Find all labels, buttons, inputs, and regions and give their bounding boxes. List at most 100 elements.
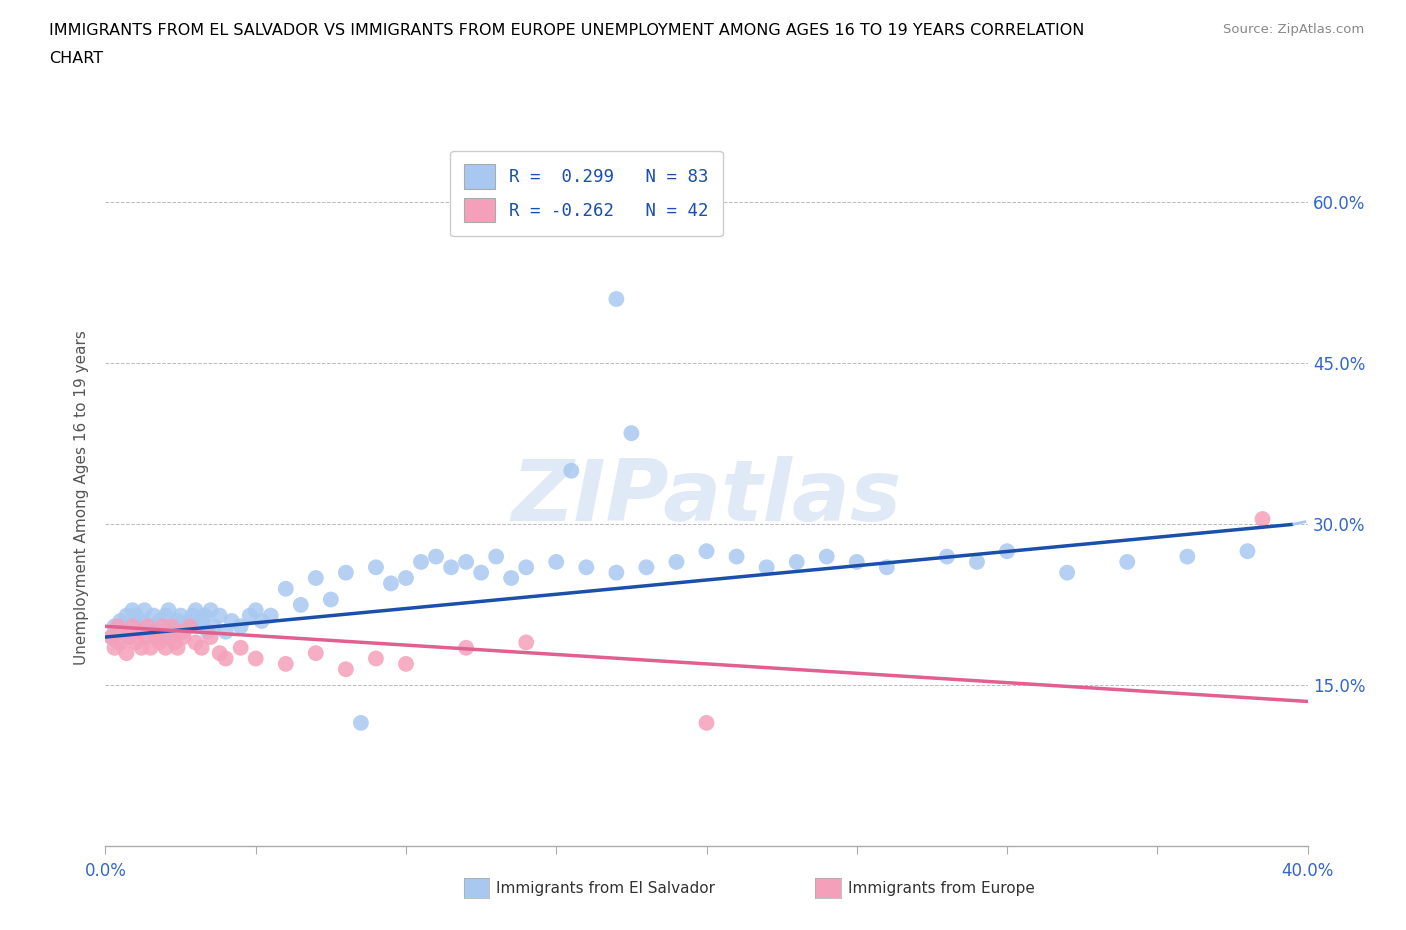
- Point: [163, 635, 186, 650]
- Point: [250, 614, 273, 629]
- Point: [350, 715, 373, 730]
- Point: [546, 554, 568, 569]
- Point: [335, 565, 357, 580]
- Point: [290, 597, 312, 612]
- Point: [454, 641, 477, 656]
- Point: [131, 641, 153, 656]
- Point: [184, 603, 207, 618]
- Point: [107, 635, 129, 650]
- Point: [245, 651, 267, 666]
- Point: [155, 608, 177, 623]
- Point: [470, 565, 492, 580]
- Point: [1251, 512, 1274, 526]
- Point: [364, 651, 387, 666]
- Point: [136, 618, 159, 633]
- Y-axis label: Unemployment Among Ages 16 to 19 years: Unemployment Among Ages 16 to 19 years: [75, 330, 90, 665]
- Point: [229, 641, 252, 656]
- Point: [166, 641, 188, 656]
- Point: [112, 624, 135, 639]
- Point: [194, 608, 217, 623]
- Point: [152, 630, 174, 644]
- Point: [575, 560, 598, 575]
- Point: [155, 641, 177, 656]
- Point: [245, 603, 267, 618]
- Point: [160, 618, 183, 633]
- Point: [936, 549, 959, 564]
- Point: [260, 608, 283, 623]
- Point: [124, 608, 146, 623]
- Point: [134, 630, 156, 644]
- Point: [139, 618, 162, 633]
- Point: [197, 624, 219, 639]
- Point: [485, 549, 508, 564]
- Point: [181, 608, 204, 623]
- Point: [152, 618, 174, 633]
- Point: [380, 576, 402, 591]
- Point: [103, 618, 125, 633]
- Point: [128, 624, 150, 639]
- Point: [319, 592, 342, 607]
- Point: [160, 624, 183, 639]
- Point: [179, 618, 201, 633]
- Point: [696, 544, 718, 559]
- Point: [118, 630, 141, 644]
- Point: [725, 549, 748, 564]
- Point: [454, 554, 477, 569]
- Text: CHART: CHART: [49, 51, 103, 66]
- Point: [134, 603, 156, 618]
- Point: [1056, 565, 1078, 580]
- Point: [163, 618, 186, 633]
- Point: [190, 614, 212, 629]
- Point: [121, 618, 143, 633]
- Point: [305, 571, 328, 586]
- Text: Immigrants from El Salvador: Immigrants from El Salvador: [496, 881, 716, 896]
- Point: [115, 645, 138, 660]
- Point: [118, 630, 141, 644]
- Point: [208, 608, 231, 623]
- Text: Immigrants from Europe: Immigrants from Europe: [848, 881, 1035, 896]
- Point: [184, 635, 207, 650]
- Point: [124, 618, 146, 633]
- Point: [214, 624, 236, 639]
- Point: [166, 614, 188, 629]
- Point: [696, 715, 718, 730]
- Point: [214, 651, 236, 666]
- Point: [876, 560, 898, 575]
- Point: [157, 603, 180, 618]
- Point: [229, 618, 252, 633]
- Point: [335, 662, 357, 677]
- Point: [409, 554, 432, 569]
- Point: [124, 635, 146, 650]
- Point: [100, 630, 122, 644]
- Point: [560, 463, 582, 478]
- Point: [605, 565, 627, 580]
- Point: [274, 657, 297, 671]
- Point: [274, 581, 297, 596]
- Point: [200, 603, 222, 618]
- Point: [636, 560, 658, 575]
- Point: [103, 641, 125, 656]
- Point: [100, 630, 122, 644]
- Point: [515, 560, 537, 575]
- Point: [173, 630, 195, 644]
- Point: [239, 608, 262, 623]
- Point: [115, 608, 138, 623]
- Point: [845, 554, 868, 569]
- Text: Source: ZipAtlas.com: Source: ZipAtlas.com: [1223, 23, 1364, 36]
- Point: [815, 549, 838, 564]
- Point: [148, 614, 170, 629]
- Point: [1236, 544, 1258, 559]
- Point: [395, 657, 418, 671]
- Point: [620, 426, 643, 441]
- Point: [110, 635, 132, 650]
- Point: [142, 624, 165, 639]
- Legend: R =  0.299   N = 83, R = -0.262   N = 42: R = 0.299 N = 83, R = -0.262 N = 42: [450, 151, 723, 236]
- Point: [1116, 554, 1139, 569]
- Point: [221, 614, 243, 629]
- Point: [145, 624, 167, 639]
- Point: [173, 624, 195, 639]
- Point: [107, 618, 129, 633]
- Point: [208, 645, 231, 660]
- Point: [179, 614, 201, 629]
- Point: [786, 554, 808, 569]
